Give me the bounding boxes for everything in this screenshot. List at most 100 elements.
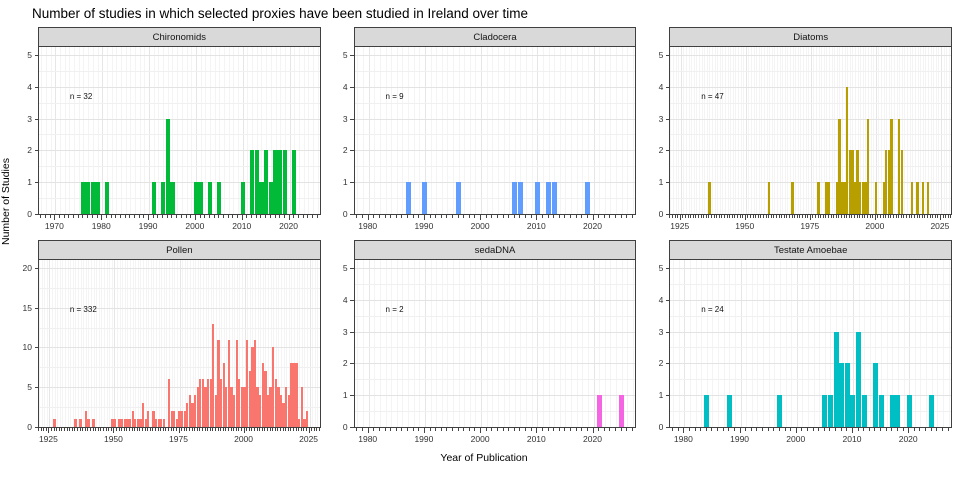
x-tick (796, 215, 798, 218)
gridline (821, 47, 823, 214)
x-tick (700, 428, 702, 431)
x-tick (731, 215, 733, 218)
bar (926, 182, 930, 214)
x-tick (269, 428, 271, 431)
x-tick (373, 428, 375, 431)
gridline (688, 47, 690, 214)
bar (851, 150, 854, 214)
y-tick-label: 4 (27, 81, 32, 92)
gridline (917, 47, 919, 214)
gridline (200, 260, 202, 427)
plot-area: n = 47 (669, 47, 952, 215)
gridline (675, 47, 677, 214)
x-tick (603, 428, 605, 431)
x-tick (69, 428, 71, 431)
x-tick (269, 215, 271, 218)
gridline (718, 260, 720, 427)
x-tick-label: 1990 (730, 434, 750, 444)
x-tick (770, 215, 772, 218)
y-axis-ticks: 0 5 10 15 20 (16, 260, 38, 432)
gridline (678, 47, 680, 214)
x-tick (854, 215, 856, 218)
x-tick (152, 428, 154, 431)
x-tick (911, 215, 913, 218)
bar (708, 182, 711, 214)
x-tick (773, 215, 775, 218)
x-tick (103, 428, 105, 431)
x-tick (631, 428, 633, 431)
gridline (689, 260, 691, 427)
y-axis-ticks: 0 1 2 3 4 5 (332, 260, 354, 432)
gridline (153, 47, 155, 214)
x-tick (541, 428, 543, 431)
x-tick (183, 428, 185, 431)
x-tick (848, 215, 850, 218)
bar (204, 387, 207, 427)
x-tick (736, 215, 738, 218)
y-tick (350, 427, 354, 428)
gridline (181, 47, 183, 214)
gridline (768, 260, 770, 427)
x-tick (316, 215, 318, 218)
gridline (41, 260, 43, 427)
x-tick (603, 215, 605, 218)
x-tick (446, 215, 448, 218)
y-tick-label: 0 (658, 422, 664, 432)
x-tick-label: 2010 (232, 221, 252, 231)
gridline (779, 47, 781, 214)
gridline (683, 47, 685, 214)
x-tick (261, 428, 263, 431)
y-tick (350, 54, 354, 56)
x-tick (115, 215, 117, 218)
x-tick-label: 1990 (138, 221, 158, 231)
x-tick (108, 428, 110, 431)
x-tick (87, 215, 89, 218)
gridline (737, 47, 739, 214)
gridline (166, 260, 168, 427)
bar (154, 419, 158, 427)
x-tick (149, 428, 151, 431)
x-tick (733, 428, 735, 431)
x-tick (783, 215, 785, 218)
gridline (171, 260, 173, 427)
x-tick (791, 215, 793, 218)
plot-area: n = 332 (38, 260, 321, 428)
x-tick (152, 215, 154, 218)
gridline (909, 47, 911, 214)
gridline (904, 47, 906, 214)
bar (726, 395, 732, 427)
x-tick (765, 215, 767, 218)
x-tick (253, 428, 255, 431)
gridline (766, 47, 768, 214)
gridline (810, 47, 812, 214)
x-tick (921, 215, 923, 218)
x-tick (113, 428, 115, 433)
gridline (526, 260, 528, 427)
x-tick (710, 215, 712, 218)
bar (245, 339, 249, 427)
x-tick (919, 428, 921, 431)
x-tick (155, 428, 157, 431)
x-tick (199, 428, 201, 431)
gridline (526, 47, 528, 214)
gridline (757, 260, 759, 427)
x-tick (703, 215, 705, 218)
sample-size-label: n = 2 (385, 305, 404, 315)
gridline (228, 47, 230, 214)
gridline (187, 260, 189, 427)
bar (186, 403, 189, 427)
x-tick (138, 215, 140, 218)
gridline (706, 260, 708, 427)
gridline (284, 47, 286, 214)
bar (551, 182, 557, 214)
x-tick (279, 428, 281, 431)
x-tick (292, 428, 294, 431)
x-tick-label: 2000 (865, 221, 885, 231)
y-tick (350, 150, 354, 152)
gridline (320, 260, 321, 427)
gridline (685, 47, 687, 214)
gridline (117, 260, 119, 427)
gridline (497, 47, 499, 214)
gridline (503, 260, 505, 427)
gridline (750, 47, 752, 214)
